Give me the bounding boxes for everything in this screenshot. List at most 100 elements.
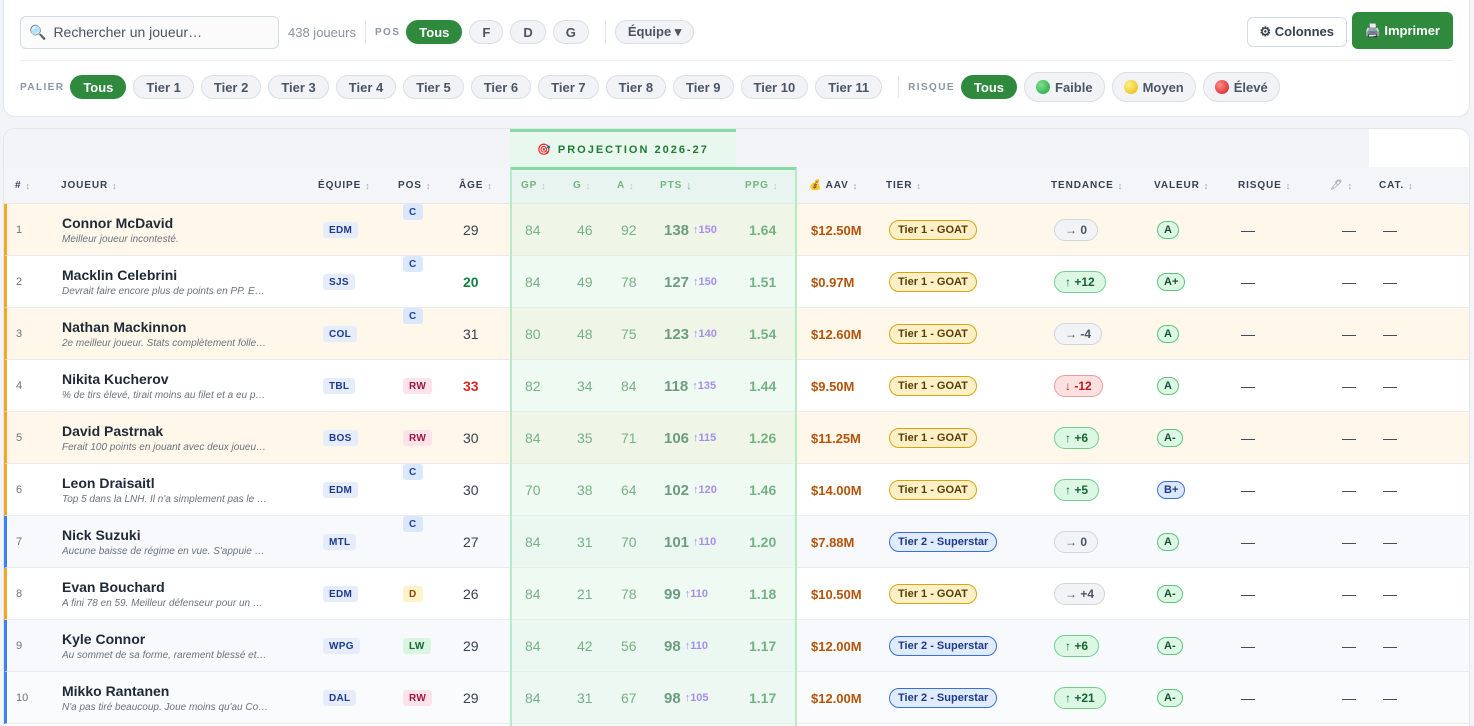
player-name[interactable]: Kyle Connor bbox=[62, 631, 146, 647]
points-per-game: 1.17 bbox=[749, 690, 777, 706]
player-name[interactable]: Nick Suzuki bbox=[62, 527, 141, 543]
player-cell[interactable]: Kyle Connor Au sommet de sa forme, rarem… bbox=[62, 620, 302, 672]
col-goals[interactable]: G ↕ bbox=[573, 167, 590, 204]
player-name[interactable]: David Pastrnak bbox=[62, 423, 164, 439]
tier-filter-8[interactable]: Tier 8 bbox=[605, 75, 667, 99]
tier-filter-5[interactable]: Tier 5 bbox=[403, 75, 464, 99]
team-badge: BOS bbox=[323, 430, 358, 446]
games-played: 84 bbox=[525, 534, 541, 550]
table-row[interactable]: 5 David Pastrnak Ferait 100 points en jo… bbox=[4, 412, 1469, 464]
value-cell: A- bbox=[1157, 620, 1183, 672]
tier-filter-11[interactable]: Tier 11 bbox=[815, 75, 883, 99]
tier-filter-4[interactable]: Tier 4 bbox=[335, 75, 397, 99]
player-name[interactable]: Evan Bouchard bbox=[62, 579, 165, 595]
col-trend-label: TENDANCE bbox=[1051, 180, 1114, 191]
tier-filter-10[interactable]: Tier 10 bbox=[740, 75, 809, 99]
risk-filter-high-label: Élevé bbox=[1233, 79, 1268, 95]
col-player[interactable]: JOUEUR ↕ bbox=[61, 167, 117, 204]
table-row[interactable]: 8 Evan Bouchard A fini 78 en 59. Meilleu… bbox=[4, 568, 1469, 620]
col-value[interactable]: VALEUR ↕ bbox=[1154, 167, 1208, 204]
tier-filter-2[interactable]: Tier 2 bbox=[200, 75, 262, 99]
table-row[interactable]: 10 Mikko Rantanen N'a pas tiré beaucoup.… bbox=[4, 672, 1469, 724]
col-ppg[interactable]: PPG ↕ bbox=[745, 167, 777, 204]
goals: 38 bbox=[577, 482, 593, 498]
player-name[interactable]: Connor McDavid bbox=[62, 215, 174, 231]
player-name[interactable]: Macklin Celebrini bbox=[62, 267, 178, 283]
player-name[interactable]: Nikita Kucherov bbox=[62, 371, 169, 387]
col-assists[interactable]: A ↕ bbox=[617, 167, 634, 204]
games-played: 84 bbox=[525, 638, 541, 654]
print-button[interactable]: 🖨️ Imprimer bbox=[1351, 12, 1453, 49]
risk-filter-low[interactable]: Faible bbox=[1024, 72, 1105, 102]
table-row[interactable]: 3 Nathan Mackinnon 2e meilleur joueur. S… bbox=[4, 308, 1469, 360]
risk-filter-high[interactable]: Élevé bbox=[1202, 72, 1280, 102]
pos-filter-all[interactable]: Tous bbox=[406, 20, 463, 44]
table-row[interactable]: 9 Kyle Connor Au sommet de sa forme, rar… bbox=[4, 620, 1469, 672]
player-cell[interactable]: Nathan Mackinnon 2e meilleur joueur. Sta… bbox=[62, 308, 302, 360]
col-player-label: JOUEUR bbox=[61, 180, 109, 191]
pos-filter-d[interactable]: D bbox=[510, 20, 546, 44]
search-input[interactable]: 🔍 Rechercher un joueur… bbox=[20, 15, 279, 49]
player-name[interactable]: Leon Draisaitl bbox=[62, 475, 155, 491]
assists: 78 bbox=[621, 586, 637, 602]
age: 31 bbox=[463, 326, 479, 342]
rank: 3 bbox=[16, 328, 23, 340]
note-indicator: — bbox=[1342, 378, 1356, 394]
col-age[interactable]: ÂGE ↕ bbox=[459, 167, 492, 204]
points-value: 98 bbox=[664, 689, 681, 707]
points-value: 106 bbox=[664, 429, 690, 447]
sort-icon: ↕ bbox=[541, 180, 546, 191]
table-row[interactable]: 6 Leon Draisaitl Top 5 dans la LNH. Il n… bbox=[4, 464, 1469, 516]
aav: $9.50M bbox=[811, 378, 855, 394]
player-name[interactable]: Nathan Mackinnon bbox=[62, 319, 187, 335]
games-played: 84 bbox=[525, 690, 541, 706]
player-cell[interactable]: Mikko Rantanen N'a pas tiré beaucoup. Jo… bbox=[62, 672, 302, 724]
col-aav[interactable]: 💰 AAV ↕ bbox=[809, 167, 857, 204]
col-risk[interactable]: RISQUE ↕ bbox=[1238, 167, 1290, 204]
col-rank[interactable]: # ↕ bbox=[15, 167, 30, 204]
goals: 46 bbox=[577, 222, 593, 238]
col-gp[interactable]: GP ↕ bbox=[521, 167, 546, 204]
player-cell[interactable]: Macklin Celebrini Devrait faire encore p… bbox=[62, 256, 302, 308]
tier-cell: Tier 1 - GOAT bbox=[889, 204, 977, 256]
aav: $12.00M bbox=[811, 638, 862, 654]
tier-filter-all[interactable]: Tous bbox=[70, 75, 127, 99]
player-cell[interactable]: David Pastrnak Ferait 100 points en joua… bbox=[62, 412, 302, 464]
tier-filter-7[interactable]: Tier 7 bbox=[538, 75, 599, 99]
col-ppg-label: PPG bbox=[745, 180, 769, 191]
player-cell[interactable]: Connor McDavid Meilleur joueur incontest… bbox=[62, 204, 302, 256]
col-pos[interactable]: POS ↕ bbox=[398, 167, 430, 204]
table-row[interactable]: 4 Nikita Kucherov % de tirs élevé, tirai… bbox=[4, 360, 1469, 412]
rank: 4 bbox=[16, 380, 23, 392]
tier-filter-3[interactable]: Tier 3 bbox=[268, 75, 329, 99]
tier-filter-9[interactable]: Tier 9 bbox=[673, 75, 734, 99]
col-points[interactable]: PTS ↓ bbox=[660, 167, 692, 204]
table-header: # ↕ JOUEUR ↕ ÉQUIPE ↕ POS ↕ ÂGE ↕ GP ↕ G ↕ A ↕ P… bbox=[4, 167, 1469, 204]
col-note[interactable]: 🖊 ↕ bbox=[1330, 167, 1352, 204]
points-ceiling: ↑150 bbox=[693, 224, 717, 236]
pos-filter-f[interactable]: F bbox=[469, 20, 504, 44]
tier-filter-6[interactable]: Tier 6 bbox=[470, 75, 532, 99]
position-badge: C bbox=[403, 204, 423, 220]
risk-filter-medium[interactable]: Moyen bbox=[1111, 72, 1196, 102]
player-cell[interactable]: Nick Suzuki Aucune baisse de régime en v… bbox=[62, 516, 302, 568]
tier-cell: Tier 2 - Superstar bbox=[889, 672, 998, 724]
tier-filter-1[interactable]: Tier 1 bbox=[133, 75, 194, 99]
table-row[interactable]: 1 Connor McDavid Meilleur joueur inconte… bbox=[4, 204, 1469, 256]
player-cell[interactable]: Evan Bouchard A fini 78 en 59. Meilleur … bbox=[62, 568, 302, 620]
player-name[interactable]: Mikko Rantanen bbox=[62, 683, 170, 699]
table-row[interactable]: 2 Macklin Celebrini Devrait faire encore… bbox=[4, 256, 1469, 308]
team-cell: TBL bbox=[323, 360, 356, 412]
col-team[interactable]: ÉQUIPE ↕ bbox=[318, 167, 370, 204]
col-tier[interactable]: TIER ↕ bbox=[886, 167, 921, 204]
search-icon: 🔍 bbox=[29, 23, 47, 40]
columns-button[interactable]: ⚙ Colonnes bbox=[1246, 17, 1347, 47]
player-cell[interactable]: Leon Draisaitl Top 5 dans la LNH. Il n'a… bbox=[62, 464, 302, 516]
pos-filter-g[interactable]: G bbox=[552, 20, 589, 44]
risk-filter-all[interactable]: Tous bbox=[960, 75, 1017, 99]
team-filter-dropdown[interactable]: Équipe ▾ bbox=[614, 20, 695, 44]
col-trend[interactable]: TENDANCE ↕ bbox=[1051, 167, 1122, 204]
table-row[interactable]: 7 Nick Suzuki Aucune baisse de régime en… bbox=[4, 516, 1469, 568]
col-category[interactable]: CAT. ↕ bbox=[1379, 167, 1413, 204]
player-cell[interactable]: Nikita Kucherov % de tirs élevé, tirait … bbox=[62, 360, 302, 412]
